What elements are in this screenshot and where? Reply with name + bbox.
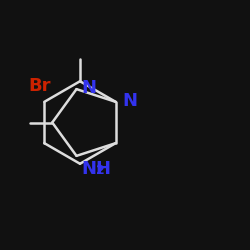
Text: NH: NH <box>82 160 112 178</box>
Text: N: N <box>82 79 96 97</box>
Text: N: N <box>122 92 137 110</box>
Text: Br: Br <box>28 77 51 95</box>
Text: 2: 2 <box>96 164 105 177</box>
